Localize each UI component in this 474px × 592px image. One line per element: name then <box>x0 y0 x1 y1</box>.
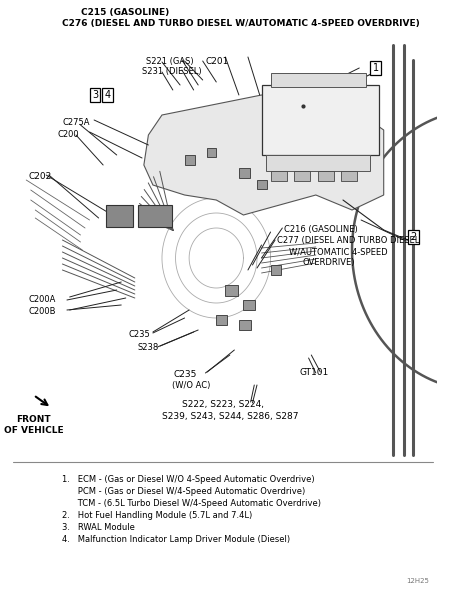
Text: PCM - (Gas or Diesel W/4-Speed Automatic Overdrive): PCM - (Gas or Diesel W/4-Speed Automatic… <box>63 487 306 496</box>
Text: C200A: C200A <box>28 295 55 304</box>
Text: C235: C235 <box>174 370 197 379</box>
Bar <box>318 171 334 181</box>
Text: 3.   RWAL Module: 3. RWAL Module <box>63 523 135 532</box>
Text: FRONT: FRONT <box>16 415 51 424</box>
Text: C275A: C275A <box>63 118 90 127</box>
Bar <box>271 265 282 275</box>
Bar <box>216 315 227 325</box>
Text: OVERDRIVE): OVERDRIVE) <box>302 258 355 267</box>
Bar <box>266 155 370 171</box>
Text: S239, S243, S244, S286, S287: S239, S243, S244, S286, S287 <box>162 412 298 421</box>
Bar <box>106 205 133 227</box>
Text: S221 (GAS): S221 (GAS) <box>146 57 193 66</box>
Bar <box>271 73 365 87</box>
Text: W/AUTOMATIC 4-SPEED: W/AUTOMATIC 4-SPEED <box>289 247 387 256</box>
Bar <box>294 171 310 181</box>
Text: 12H25: 12H25 <box>406 578 429 584</box>
Text: C201: C201 <box>205 57 229 66</box>
Bar <box>271 171 287 181</box>
Bar <box>341 171 357 181</box>
Bar <box>257 180 267 189</box>
Text: GT101: GT101 <box>300 368 329 377</box>
Bar <box>184 155 195 165</box>
Bar <box>207 148 216 157</box>
Text: 2.   Hot Fuel Handling Module (5.7L and 7.4L): 2. Hot Fuel Handling Module (5.7L and 7.… <box>63 511 253 520</box>
Text: TCM - (6.5L Turbo Diesel W/4-Speed Automatic Overdrive): TCM - (6.5L Turbo Diesel W/4-Speed Autom… <box>63 499 321 508</box>
Text: C200B: C200B <box>28 307 55 316</box>
Text: C235: C235 <box>128 330 150 339</box>
Text: 4: 4 <box>105 90 111 100</box>
Text: OF VEHICLE: OF VEHICLE <box>4 426 63 435</box>
Bar <box>262 85 379 155</box>
Text: S231 (DIESEL): S231 (DIESEL) <box>142 67 201 76</box>
Bar <box>244 300 255 310</box>
Text: C216 (GASOLINE): C216 (GASOLINE) <box>284 225 358 234</box>
Bar <box>239 320 251 330</box>
Bar <box>239 168 250 178</box>
Text: C200: C200 <box>58 130 80 139</box>
Text: 3: 3 <box>92 90 98 100</box>
Text: 1.   ECM - (Gas or Diesel W/O 4-Speed Automatic Overdrive): 1. ECM - (Gas or Diesel W/O 4-Speed Auto… <box>63 475 315 484</box>
Text: C277 (DIESEL AND TURBO DIESEL: C277 (DIESEL AND TURBO DIESEL <box>277 236 419 245</box>
Text: 2: 2 <box>410 232 417 242</box>
Text: S222, S223, S224,: S222, S223, S224, <box>182 400 264 409</box>
Bar <box>225 285 238 296</box>
Text: C215 (GASOLINE): C215 (GASOLINE) <box>81 8 169 17</box>
Polygon shape <box>144 95 383 215</box>
Text: (W/O AC): (W/O AC) <box>172 381 210 390</box>
Text: 4.   Malfunction Indicator Lamp Driver Module (Diesel): 4. Malfunction Indicator Lamp Driver Mod… <box>63 535 291 544</box>
Text: S238: S238 <box>137 343 159 352</box>
Text: 1: 1 <box>373 63 379 73</box>
Bar <box>137 205 172 227</box>
Text: C202: C202 <box>28 172 51 181</box>
Text: C276 (DIESEL AND TURBO DIESEL W/AUTOMATIC 4-SPEED OVERDRIVE): C276 (DIESEL AND TURBO DIESEL W/AUTOMATI… <box>63 19 420 28</box>
